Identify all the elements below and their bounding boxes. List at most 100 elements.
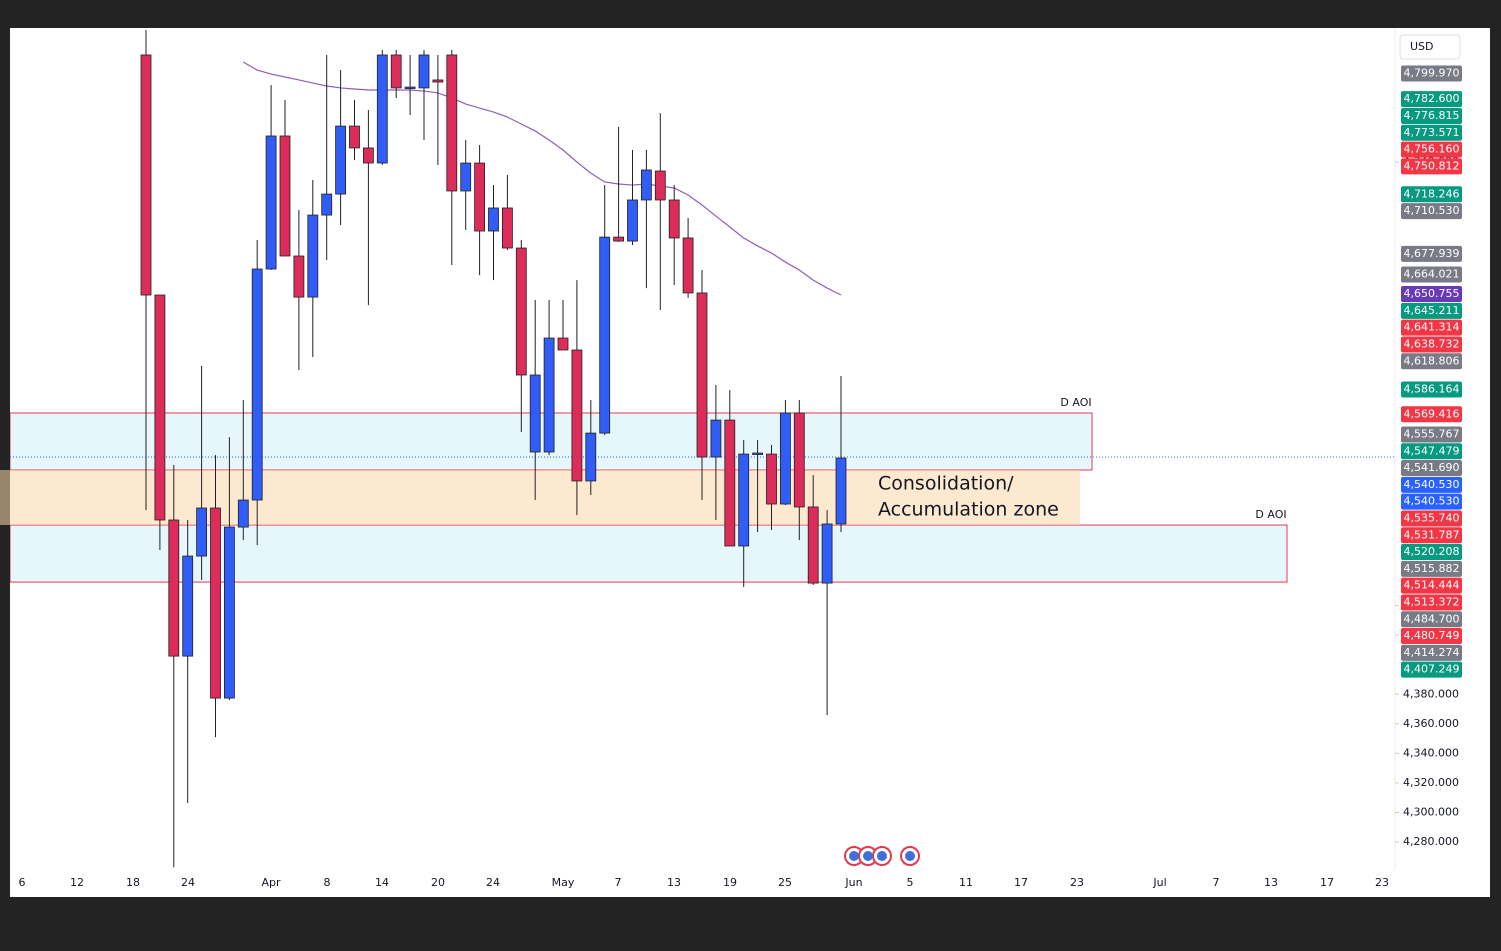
candle-body bbox=[265, 135, 277, 270]
price-label-box bbox=[1401, 91, 1462, 108]
x-tick-label: 13 bbox=[667, 876, 681, 889]
price-label: 4,641.314 bbox=[1404, 321, 1460, 334]
candle-body bbox=[571, 349, 583, 482]
x-tick-label: 24 bbox=[486, 876, 500, 889]
x-tick-label: 7 bbox=[1213, 876, 1220, 889]
x-tick-label: 17 bbox=[1320, 876, 1334, 889]
x-tick-label: 6 bbox=[19, 876, 26, 889]
candle-body bbox=[390, 54, 402, 89]
candle-body bbox=[766, 453, 777, 505]
candle-body bbox=[251, 268, 263, 501]
price-label-box bbox=[1401, 527, 1462, 544]
candle-body bbox=[349, 125, 360, 149]
candle-body bbox=[488, 207, 499, 232]
candle-body bbox=[599, 236, 611, 434]
price-label-box bbox=[1401, 661, 1462, 678]
candle-body bbox=[529, 374, 541, 453]
candle-body bbox=[168, 519, 180, 657]
price-label-box bbox=[1401, 319, 1462, 336]
candle-body bbox=[627, 199, 638, 242]
price-label: 4,520.208 bbox=[1404, 545, 1460, 558]
zone-label: Accumulation zone bbox=[878, 499, 1059, 521]
zone-label: Consolidation/ bbox=[878, 473, 1014, 495]
price-label-box bbox=[1401, 336, 1462, 353]
moving-average bbox=[243, 61, 842, 296]
price-label: 4,645.211 bbox=[1404, 304, 1460, 317]
price-label-box bbox=[1401, 644, 1462, 661]
price-label: 4,773.571 bbox=[1404, 126, 1460, 139]
price-label-box bbox=[1401, 443, 1462, 460]
y-tick-label: 4,300.000 bbox=[1403, 806, 1459, 819]
candle-body bbox=[668, 199, 680, 239]
candle-body bbox=[682, 237, 694, 294]
x-tick-label: 12 bbox=[70, 876, 84, 889]
price-label: 4,710.530 bbox=[1404, 204, 1460, 217]
price-label: 4,555.767 bbox=[1404, 427, 1460, 440]
price-label: 4,569.416 bbox=[1404, 407, 1460, 420]
x-tick-label: Jun bbox=[844, 876, 862, 889]
x-tick-label: May bbox=[552, 876, 575, 889]
x-tick-label: 7 bbox=[615, 876, 622, 889]
candle-body bbox=[474, 162, 486, 232]
candle-body bbox=[835, 457, 847, 525]
price-label-box bbox=[1401, 628, 1462, 645]
currency: USD bbox=[1410, 40, 1434, 53]
zone-label: D AOI bbox=[1060, 396, 1091, 409]
price-label: 4,638.732 bbox=[1404, 337, 1460, 350]
price-label-box bbox=[1401, 510, 1462, 527]
x-tick-label: 19 bbox=[723, 876, 737, 889]
candle-body bbox=[223, 526, 235, 699]
candle-body bbox=[724, 419, 736, 547]
price-label-box bbox=[1401, 493, 1462, 510]
price-label: 4,531.787 bbox=[1404, 528, 1460, 541]
price-label: 4,677.939 bbox=[1404, 247, 1460, 260]
x-tick-label: 24 bbox=[181, 876, 195, 889]
candle-body bbox=[293, 255, 305, 298]
price-label: 4,776.815 bbox=[1404, 109, 1460, 122]
candle-body bbox=[237, 499, 249, 528]
price-label-box bbox=[1401, 577, 1462, 594]
price-label-box bbox=[1401, 266, 1462, 283]
candle-body bbox=[641, 169, 652, 201]
price-label: 4,535.740 bbox=[1404, 511, 1460, 524]
zone-label: D AOI bbox=[1255, 508, 1286, 521]
price-label-box bbox=[1401, 65, 1462, 82]
price-label-box bbox=[1401, 302, 1462, 319]
price-label: 4,664.021 bbox=[1404, 267, 1460, 280]
price-label: 4,407.249 bbox=[1404, 663, 1460, 676]
price-label-box bbox=[1401, 460, 1462, 477]
price-label: 4,480.749 bbox=[1404, 629, 1460, 642]
price-label: 4,541.690 bbox=[1404, 461, 1460, 474]
price-label: 4,547.479 bbox=[1404, 444, 1460, 457]
x-tick-label: Apr bbox=[261, 876, 281, 889]
x-tick-label: 14 bbox=[375, 876, 389, 889]
x-tick-label: 11 bbox=[959, 876, 973, 889]
price-label: 4,618.806 bbox=[1404, 354, 1460, 367]
candle-body bbox=[182, 555, 194, 657]
zone bbox=[0, 470, 1080, 526]
x-tick-label: 20 bbox=[431, 876, 445, 889]
candle-body bbox=[613, 236, 624, 242]
candle-body bbox=[557, 337, 569, 351]
price-label-box bbox=[1401, 186, 1462, 203]
price-label: 4,540.530 bbox=[1404, 478, 1460, 491]
price-label-box bbox=[1401, 406, 1462, 423]
price-label-box bbox=[1401, 107, 1462, 124]
y-tick-label: 4,360.000 bbox=[1403, 717, 1459, 730]
x-tick-label: 5 bbox=[907, 876, 914, 889]
y-tick-label: 4,280.000 bbox=[1403, 835, 1459, 848]
zone bbox=[10, 524, 1288, 583]
price-label-box bbox=[1401, 544, 1462, 561]
price-label: 4,650.755 bbox=[1404, 287, 1460, 300]
candle-body bbox=[307, 214, 319, 298]
price-label-box bbox=[1401, 560, 1462, 577]
x-tick-label: 17 bbox=[1014, 876, 1028, 889]
candle-body bbox=[321, 193, 333, 216]
price-label: 4,782.600 bbox=[1404, 92, 1460, 105]
candle-body bbox=[376, 54, 388, 164]
currency-box[interactable] bbox=[1399, 34, 1461, 60]
price-label-box bbox=[1401, 124, 1462, 141]
candle-body bbox=[515, 247, 527, 376]
x-tick-label: 23 bbox=[1070, 876, 1084, 889]
